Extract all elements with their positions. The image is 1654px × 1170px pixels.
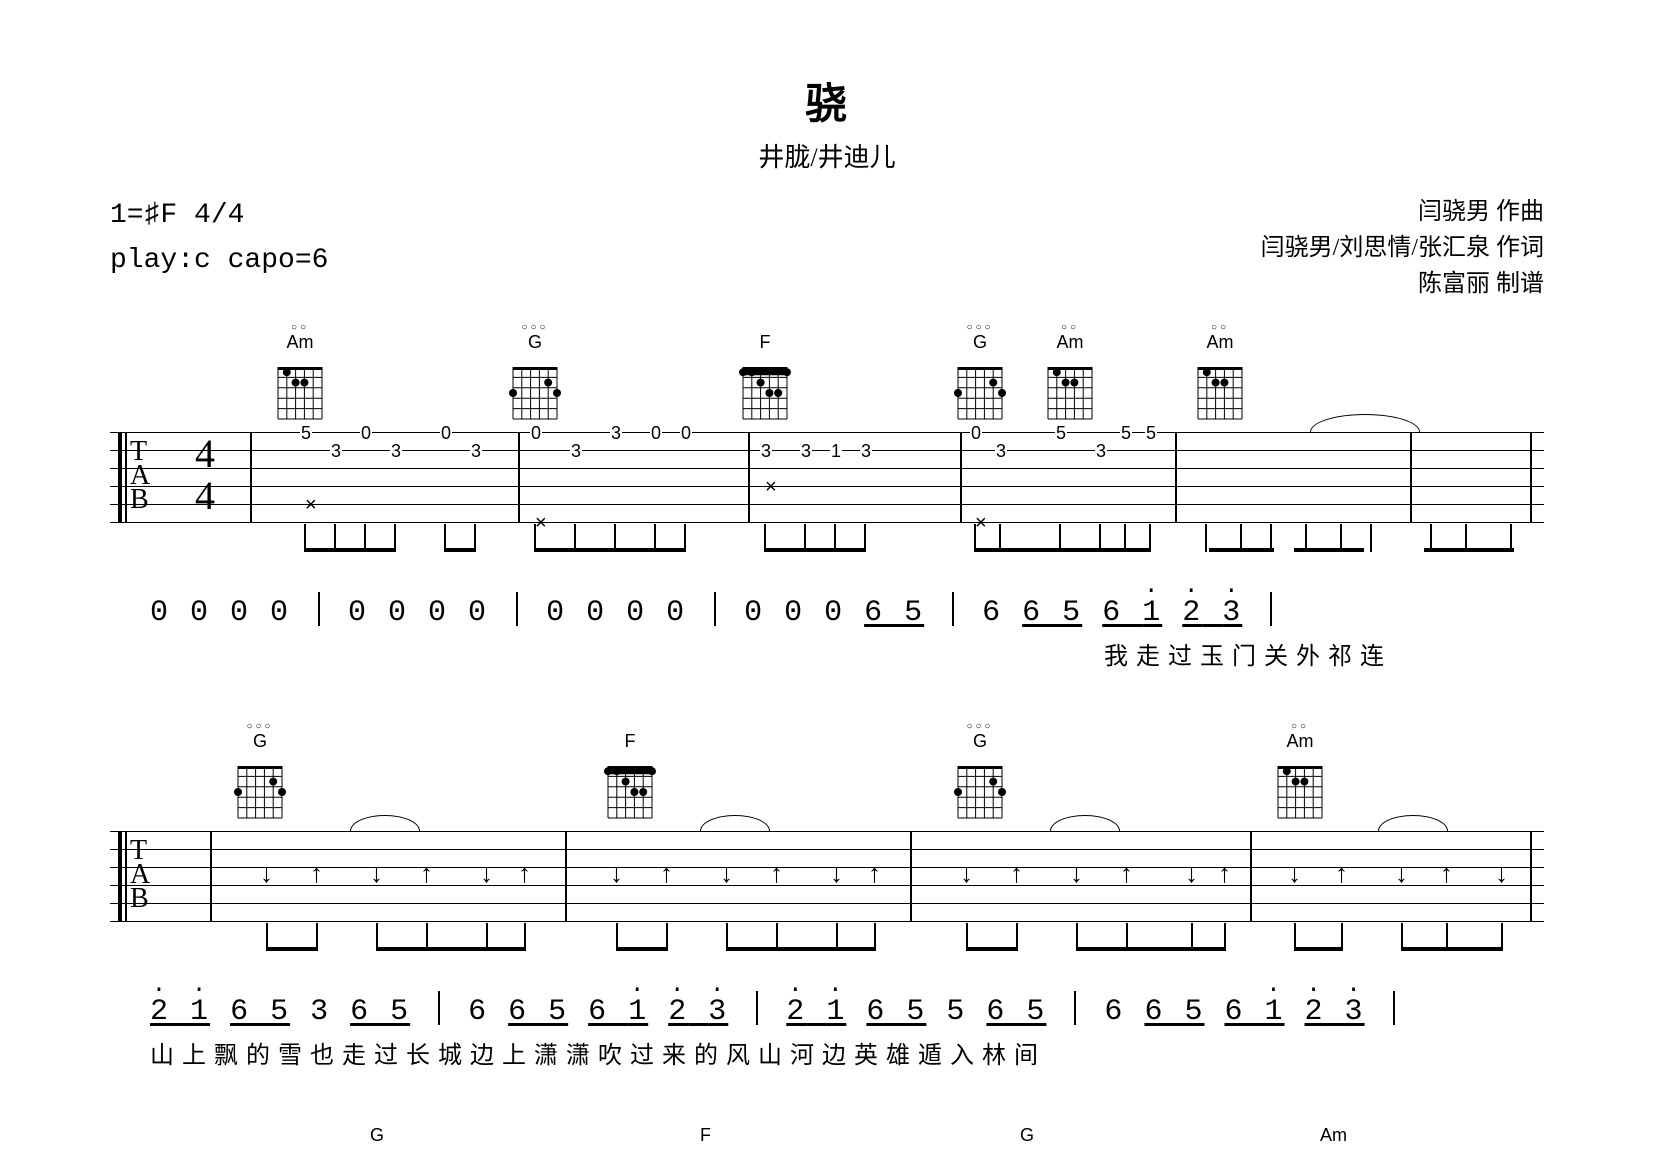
tab-lines-2 — [110, 831, 1544, 921]
chord-diagram: G○○○ — [230, 731, 290, 826]
strum-arrow: ↓ — [1395, 859, 1408, 889]
fret-number: 0 — [440, 423, 452, 444]
fret-number: 0 — [530, 423, 542, 444]
chord-diagram: G○○○ — [505, 332, 565, 427]
chord-diagram: Am○○ — [1190, 332, 1250, 427]
fret-number: 1 — [830, 441, 842, 462]
strum-arrow: ↑ — [1120, 859, 1133, 889]
key-signature: 1=♯F 4/4 play:c capo=6 — [110, 194, 328, 284]
chord-name: G — [973, 332, 987, 353]
system-1: Am○○G○○○FG○○○Am○○Am○○ TAB 4 4 5303030330… — [110, 332, 1544, 671]
chord-name: Am — [287, 332, 314, 353]
chord-name: F — [700, 1125, 711, 1146]
fret-number: 3 — [390, 441, 402, 462]
strum-arrow: ↓ — [1495, 859, 1508, 889]
strum-arrow: ↑ — [1010, 859, 1023, 889]
chord-name: Am — [1207, 332, 1234, 353]
strum-arrow: ↑ — [1335, 859, 1348, 889]
fret-number: 3 — [470, 441, 482, 462]
strum-arrow: ↑ — [1440, 859, 1453, 889]
fret-number: 3 — [760, 441, 772, 462]
strum-arrow: ↓ — [610, 859, 623, 889]
chord-name: Am — [1287, 731, 1314, 752]
strum-arrow: ↓ — [960, 859, 973, 889]
chord-name: G — [370, 1125, 384, 1146]
mute-mark: × — [765, 476, 777, 499]
strum-arrow: ↑ — [868, 859, 881, 889]
strum-arrow: ↓ — [1288, 859, 1301, 889]
title-block: 骁 井胧/井迪儿 — [110, 70, 1544, 174]
fret-number: 3 — [860, 441, 872, 462]
fret-number: 5 — [1120, 423, 1132, 444]
mute-mark: × — [975, 512, 987, 535]
strum-arrow: ↓ — [1070, 859, 1083, 889]
strum-arrow: ↑ — [518, 859, 531, 889]
strum-arrow: ↑ — [310, 859, 323, 889]
chord-diagram: Am○○ — [270, 332, 330, 427]
strum-arrow: ↓ — [1185, 859, 1198, 889]
fret-number: 0 — [650, 423, 662, 444]
lyricist: 闫骁男/刘思情/张汇泉 作词 — [1261, 230, 1544, 266]
fret-number: 5 — [1145, 423, 1157, 444]
tab-staff-2: TAB ↓↑↓↑↓↑↓↑↓↑↓↑↓↑↓↑↓↑↓↑↓↑↓ — [110, 831, 1544, 951]
chord-name: F — [760, 332, 771, 353]
fret-number: 0 — [970, 423, 982, 444]
chord-diagram: G○○○ — [950, 332, 1010, 427]
chord-diagram: F — [600, 731, 660, 826]
strum-arrow: ↓ — [260, 859, 273, 889]
strum-arrow: ↓ — [720, 859, 733, 889]
strum-arrow: ↓ — [830, 859, 843, 889]
chord-name: G — [528, 332, 542, 353]
lyrics-row-1: 我 走 过 玉 门 关 外 祁 连 — [150, 636, 1544, 671]
jianpu-row-2: 2 1 6 5 3 6 5 6 6 5 6 1 2 3 2 1 6 5 5 6 … — [150, 991, 1544, 1029]
strum-arrow: ↓ — [480, 859, 493, 889]
jianpu-row-1: 0 0 0 0 0 0 0 0 0 0 0 0 0 0 0 6 5 6 6 5 … — [150, 592, 1544, 630]
strum-arrow: ↑ — [770, 859, 783, 889]
tab-lines-1 — [110, 432, 1544, 522]
chord-name: G — [973, 731, 987, 752]
chord-diagram: Am○○ — [1040, 332, 1100, 427]
bottom-chord-row: G F G Am — [170, 1125, 1544, 1155]
strum-arrow: ↑ — [660, 859, 673, 889]
chord-diagram: G○○○ — [950, 731, 1010, 826]
tab-staff-1: TAB 4 4 530303033003313035355×××× — [110, 432, 1544, 552]
fret-number: 3 — [1095, 441, 1107, 462]
transcriber: 陈富丽 制谱 — [1261, 266, 1544, 302]
fret-number: 3 — [800, 441, 812, 462]
sheet-music-page: 骁 井胧/井迪儿 1=♯F 4/4 play:c capo=6 闫骁男 作曲 闫… — [0, 0, 1654, 1155]
lyrics-row-2: 山 上 飘 的 雪 也 走 过 长 城 边 上 潇 潇 吹 过 来 的 风 山 … — [150, 1035, 1544, 1070]
fret-number: 3 — [610, 423, 622, 444]
chord-diagram: Am○○ — [1270, 731, 1330, 826]
artist-name: 井胧/井迪儿 — [110, 137, 1544, 174]
header-row: 1=♯F 4/4 play:c capo=6 闫骁男 作曲 闫骁男/刘思情/张汇… — [110, 194, 1544, 302]
chord-name: Am — [1320, 1125, 1347, 1146]
strum-arrow: ↑ — [420, 859, 433, 889]
system-2: G○○○FG○○○Am○○ TAB ↓↑↓↑↓↑↓↑↓↑↓↑↓↑↓↑↓↑↓↑↓↑… — [110, 731, 1544, 1070]
fret-number: 3 — [330, 441, 342, 462]
strum-arrow: ↑ — [1218, 859, 1231, 889]
fret-number: 0 — [360, 423, 372, 444]
chord-name: G — [1020, 1125, 1034, 1146]
fret-number: 3 — [995, 441, 1007, 462]
chord-diagram: F — [735, 332, 795, 427]
fret-number: 3 — [570, 441, 582, 462]
chord-name: Am — [1057, 332, 1084, 353]
fret-number: 5 — [300, 423, 312, 444]
strum-arrow: ↓ — [370, 859, 383, 889]
song-title: 骁 — [110, 70, 1544, 131]
play-line: play:c capo=6 — [110, 239, 328, 284]
mute-mark: × — [305, 494, 317, 517]
fret-number: 5 — [1055, 423, 1067, 444]
credits: 闫骁男 作曲 闫骁男/刘思情/张汇泉 作词 陈富丽 制谱 — [1261, 194, 1544, 302]
mute-mark: × — [535, 512, 547, 535]
composer: 闫骁男 作曲 — [1261, 194, 1544, 230]
key-line: 1=♯F 4/4 — [110, 194, 328, 239]
chord-name: F — [625, 731, 636, 752]
chord-name: G — [253, 731, 267, 752]
fret-number: 0 — [680, 423, 692, 444]
